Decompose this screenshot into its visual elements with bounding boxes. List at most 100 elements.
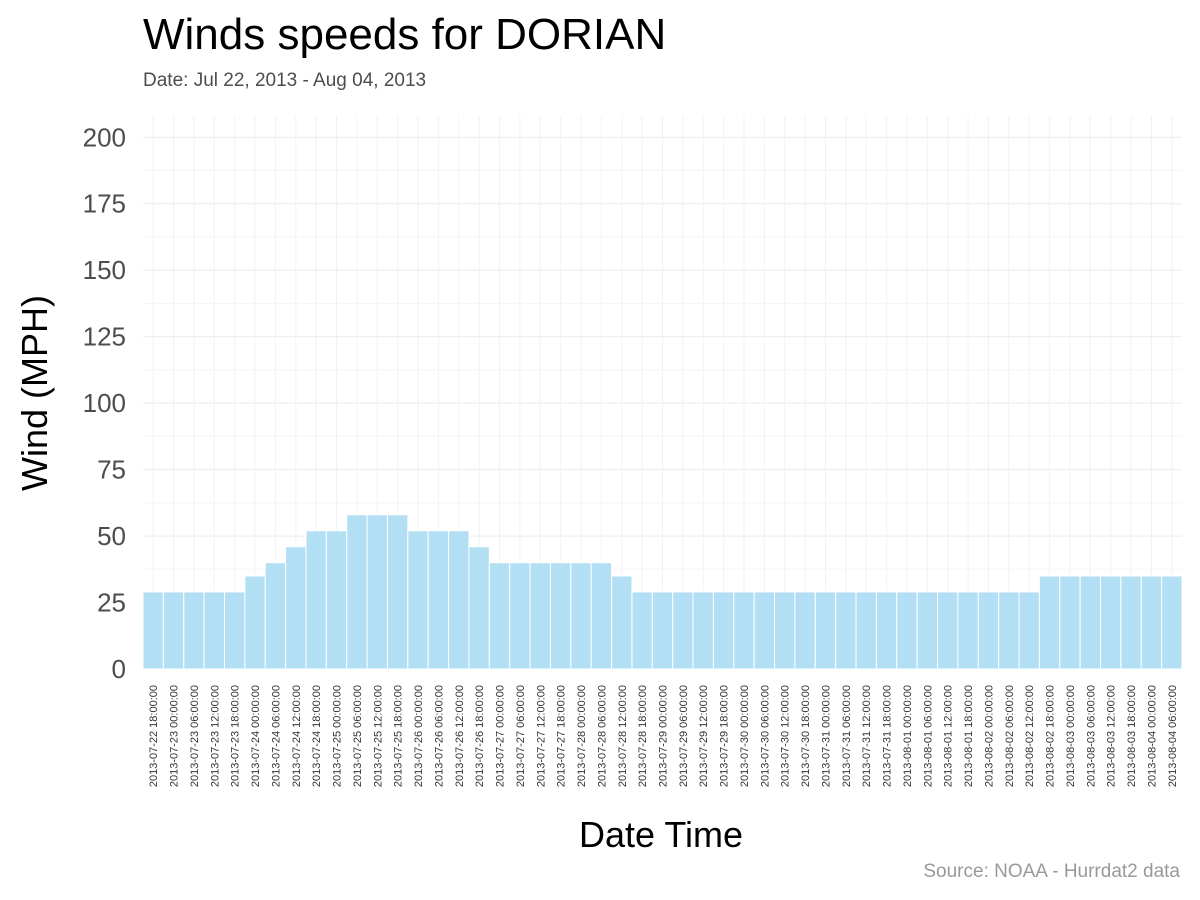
bar [1140,575,1163,670]
bar [774,591,796,670]
bar [264,562,287,670]
y-tick-label: 75 [97,455,126,485]
x-tick-label: 2013-08-02 06:00:00 [1004,685,1016,787]
x-tick-label: 2013-08-03 18:00:00 [1126,685,1138,787]
x-tick-label: 2013-07-28 06:00:00 [596,685,608,787]
bar [162,591,185,670]
bar [712,591,735,670]
x-tick-label: 2013-07-24 18:00:00 [311,685,323,787]
y-axis-label: Wind (MPH) [14,295,55,491]
bar [346,514,368,670]
chart-caption: Source: NOAA - Hurrdat2 data [923,861,1180,882]
bars [142,514,1183,670]
y-tick-label: 0 [112,654,126,684]
x-tick-label: 2013-07-22 18:00:00 [148,685,160,787]
bar [183,591,205,670]
bar [325,530,348,670]
bar [142,591,164,670]
x-tick-label: 2013-08-03 06:00:00 [1085,685,1097,787]
bar [977,591,1000,670]
bar [203,591,225,670]
x-tick-label: 2013-08-02 00:00:00 [983,685,995,787]
y-tick-labels: 0 25 50 75 100 125 150 175 200 [83,122,126,684]
x-tick-labels: 2013-07-22 18:00:00 2013-07-23 00:00:00 20… [148,685,1179,787]
x-tick-label: 2013-07-29 18:00:00 [719,685,731,787]
x-tick-label: 2013-07-26 06:00:00 [433,685,445,787]
bar [448,530,470,670]
x-tick-label: 2013-08-03 00:00:00 [1065,685,1077,787]
bar [468,546,490,670]
bar [631,591,653,670]
bar [1018,591,1040,670]
bar [692,591,714,670]
bar [937,591,959,670]
chart-title: Winds speeds for DORIAN [143,10,667,59]
x-tick-label: 2013-07-27 00:00:00 [495,685,507,787]
x-tick-label: 2013-07-30 00:00:00 [739,685,751,787]
y-tick-label: 175 [83,189,126,219]
x-tick-label: 2013-08-04 06:00:00 [1167,685,1179,787]
x-tick-label: 2013-07-27 18:00:00 [556,685,568,787]
x-tick-label: 2013-07-31 00:00:00 [820,685,832,787]
x-tick-label: 2013-07-25 18:00:00 [393,685,405,787]
x-tick-label: 2013-07-28 18:00:00 [637,685,649,787]
x-tick-label: 2013-08-04 00:00:00 [1146,685,1158,787]
x-tick-label: 2013-08-02 12:00:00 [1024,685,1036,787]
bar [366,514,388,670]
x-tick-label: 2013-08-01 06:00:00 [922,685,934,787]
bar [509,562,531,670]
x-tick-label: 2013-07-28 00:00:00 [576,685,588,787]
x-tick-label: 2013-08-02 18:00:00 [1045,685,1057,787]
x-axis-label: Date Time [579,814,743,855]
y-tick-label: 125 [83,322,126,352]
bar [753,591,776,670]
bar [896,591,918,670]
x-tick-label: 2013-07-28 12:00:00 [617,685,629,787]
x-tick-label: 2013-07-26 18:00:00 [474,685,486,787]
bar [570,562,592,670]
x-tick-label: 2013-08-01 18:00:00 [963,685,975,787]
bar [611,575,633,670]
x-tick-label: 2013-07-29 12:00:00 [698,685,710,787]
bar [855,591,877,670]
bar [1161,575,1183,670]
bar [733,591,755,670]
x-tick-label: 2013-07-27 12:00:00 [535,685,547,787]
bar [835,591,857,670]
x-tick-label: 2013-07-23 12:00:00 [209,685,221,787]
x-tick-label: 2013-07-29 06:00:00 [678,685,690,787]
x-tick-label: 2013-07-23 18:00:00 [230,685,242,787]
x-tick-label: 2013-08-01 00:00:00 [902,685,914,787]
x-tick-label: 2013-07-31 18:00:00 [882,685,894,787]
x-tick-label: 2013-07-25 12:00:00 [372,685,384,787]
bar [427,530,450,670]
x-tick-label: 2013-07-26 12:00:00 [454,685,466,787]
bar [223,591,246,670]
bar [957,591,979,670]
x-tick-label: 2013-07-26 00:00:00 [413,685,425,787]
bar [244,575,266,670]
x-tick-label: 2013-07-25 00:00:00 [332,685,344,787]
bar [488,562,511,670]
bar [549,562,572,670]
y-tick-label: 200 [83,122,126,152]
bar [590,562,613,670]
bar [407,530,429,670]
bar [1100,575,1122,670]
chart-subtitle: Date: Jul 22, 2013 - Aug 04, 2013 [143,70,427,91]
x-tick-label: 2013-07-30 06:00:00 [759,685,771,787]
y-tick-label: 25 [97,588,126,618]
x-tick-label: 2013-07-24 12:00:00 [291,685,303,787]
bar [305,530,327,670]
bar [875,591,898,670]
bar [285,546,307,670]
y-tick-label: 100 [83,388,126,418]
y-tick-label: 50 [97,521,126,551]
bar [1120,575,1142,670]
bar [386,514,409,670]
x-tick-label: 2013-07-25 06:00:00 [352,685,364,787]
x-tick-label: 2013-07-23 06:00:00 [189,685,201,787]
bar [651,591,674,670]
bar [672,591,694,670]
